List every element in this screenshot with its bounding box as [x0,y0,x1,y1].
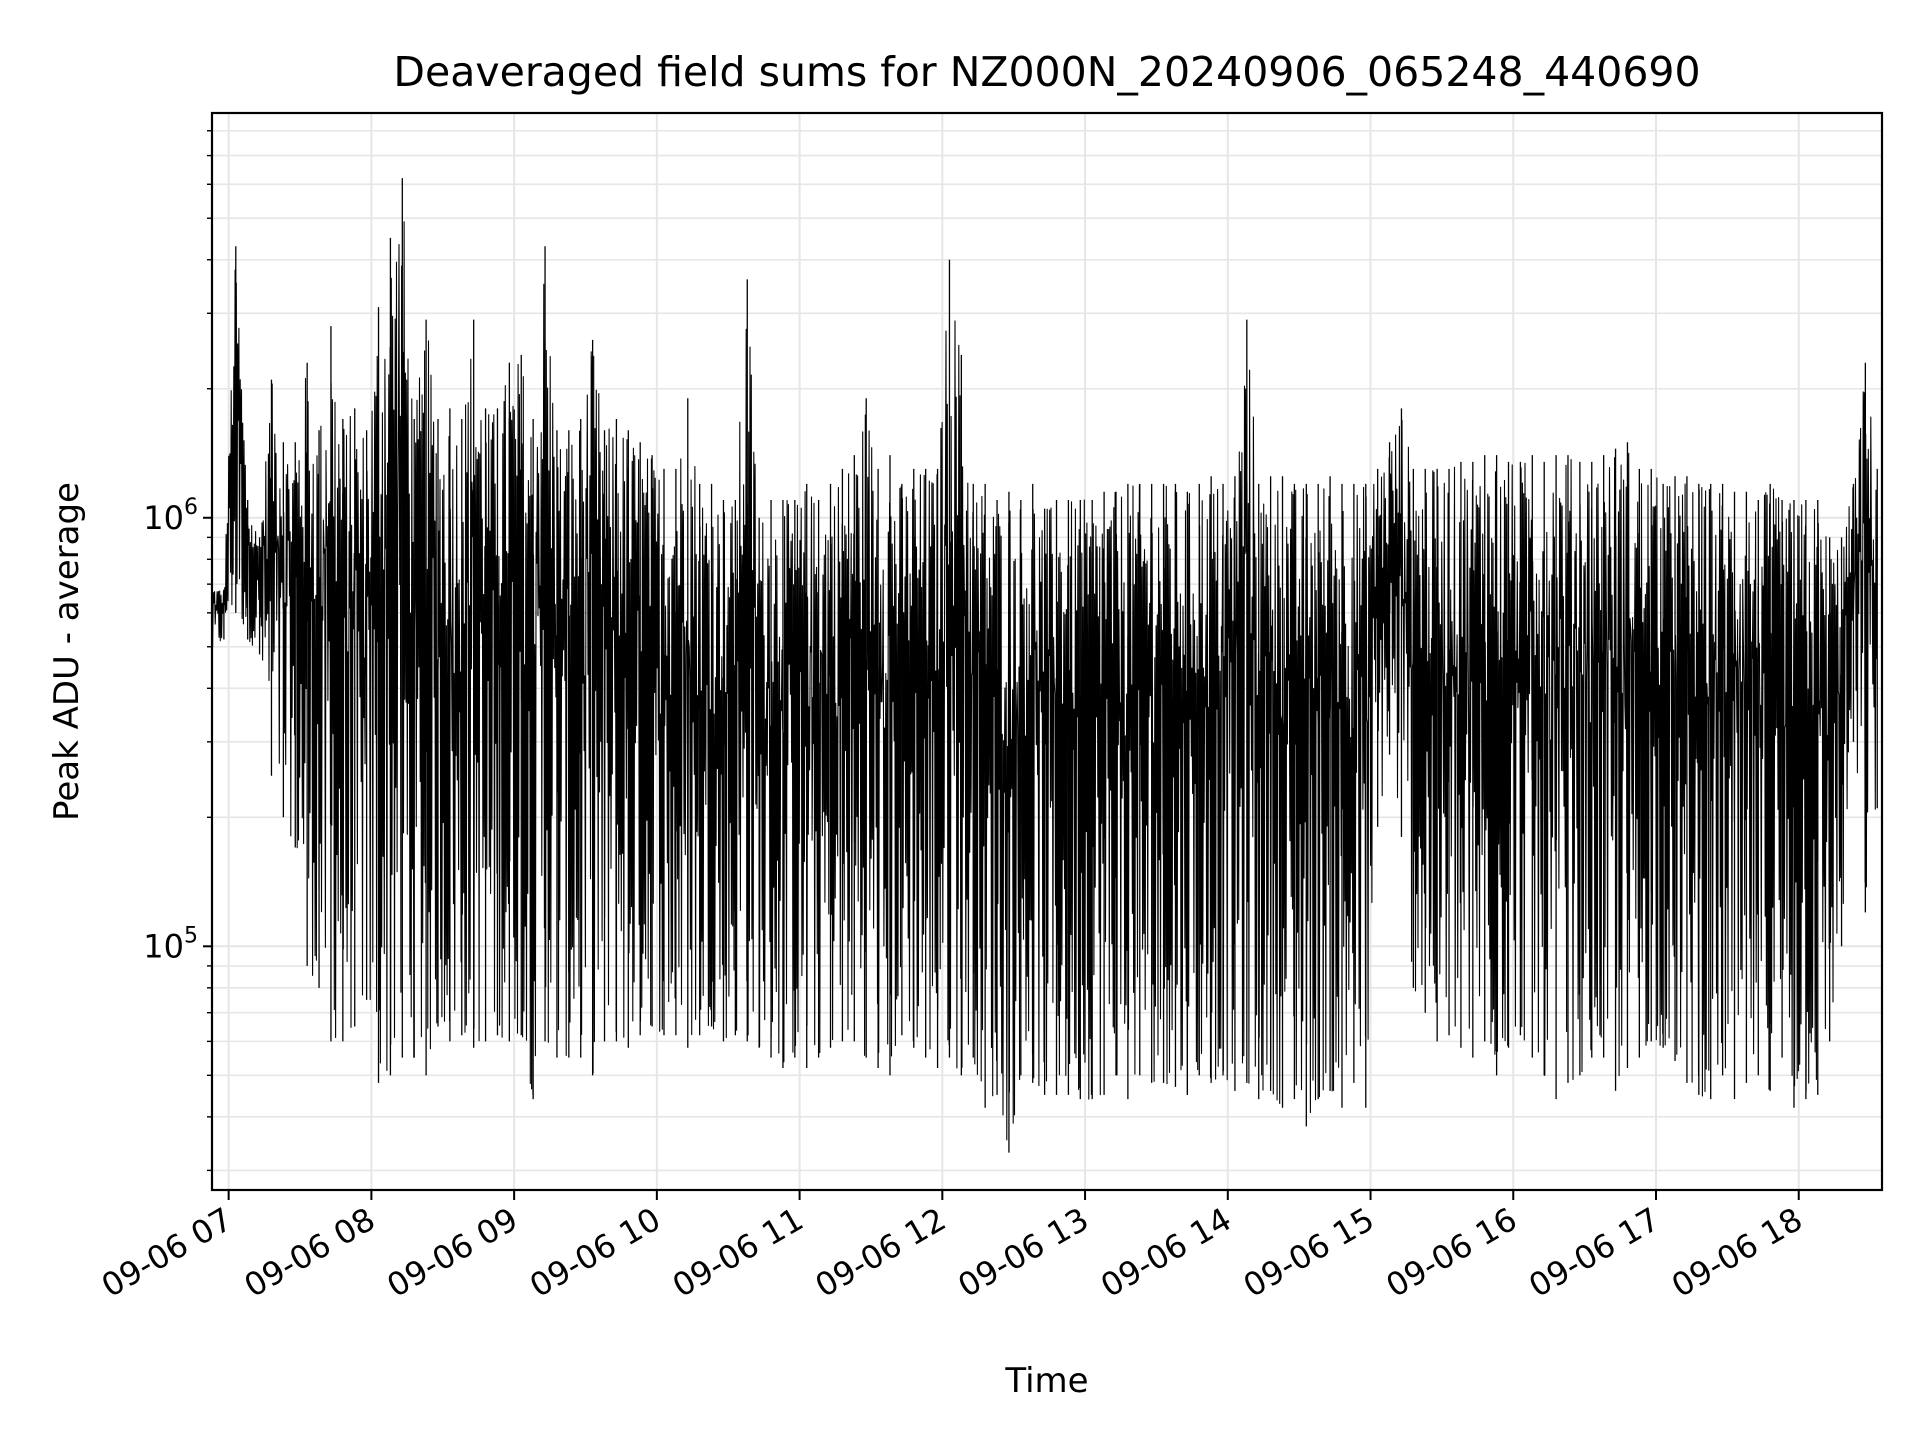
chart-title: Deaveraged field sums for NZ000N_2024090… [393,48,1700,96]
x-axis-label: Time [1004,1361,1088,1401]
y-tick-label: 106 [143,495,198,537]
y-axis-label: Peak ADU - average [47,482,87,821]
data-series [211,178,1878,1153]
plot-frame [210,111,1884,1192]
